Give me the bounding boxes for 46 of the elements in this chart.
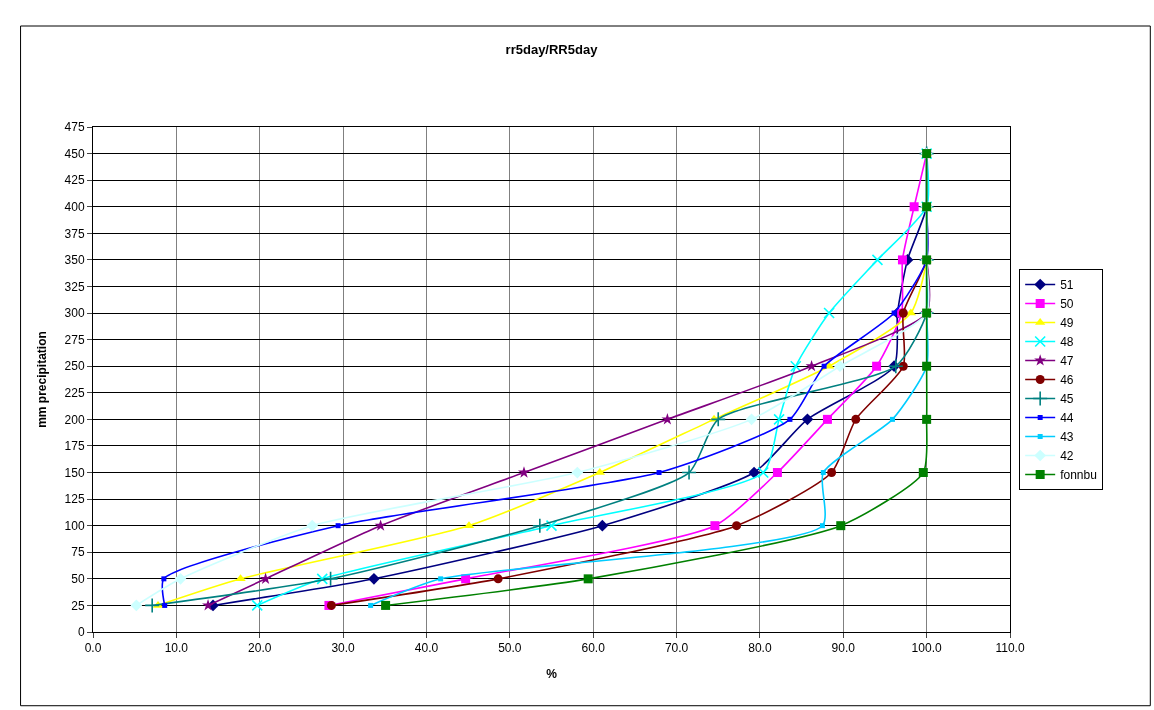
y-tick-label: 400 bbox=[64, 199, 85, 214]
legend-label: fonnbu bbox=[1060, 468, 1097, 483]
legend-label: 45 bbox=[1060, 392, 1074, 407]
chart-title: rr5day/RR5day bbox=[505, 42, 599, 58]
y-tick-label: 425 bbox=[64, 173, 85, 188]
x-tick-label: 40.0 bbox=[414, 641, 439, 656]
y-tick-label: 125 bbox=[64, 492, 85, 507]
y-tick-label: 225 bbox=[64, 385, 85, 400]
y-tick-label: 275 bbox=[64, 332, 85, 347]
y-tick-label: 325 bbox=[64, 279, 85, 294]
x-tick-label: 70.0 bbox=[664, 641, 689, 656]
y-tick-label: 250 bbox=[64, 359, 85, 374]
x-tick-label: 10.0 bbox=[164, 641, 189, 656]
y-tick-label: 300 bbox=[64, 306, 85, 321]
y-tick-label: 175 bbox=[64, 439, 85, 454]
y-tick-label: 150 bbox=[64, 465, 85, 480]
legend-label: 48 bbox=[1060, 335, 1074, 350]
legend-label: 49 bbox=[1060, 316, 1074, 331]
legend-label: 51 bbox=[1060, 278, 1074, 293]
x-tick-label: 50.0 bbox=[498, 641, 522, 656]
y-tick-label: 50 bbox=[71, 572, 85, 587]
x-axis-title: % bbox=[546, 667, 558, 682]
x-tick-label: 60.0 bbox=[581, 641, 606, 656]
y-tick-label: 75 bbox=[71, 545, 85, 560]
y-tick-label: 350 bbox=[64, 253, 85, 268]
x-tick-label: 0.0 bbox=[84, 641, 102, 656]
y-tick-label: 450 bbox=[64, 146, 85, 161]
x-tick-label: 100.0 bbox=[911, 641, 942, 656]
y-tick-label: 0 bbox=[77, 625, 85, 640]
legend-label: 42 bbox=[1060, 449, 1074, 464]
y-tick-label: 375 bbox=[64, 226, 85, 241]
x-tick-label: 30.0 bbox=[331, 641, 356, 656]
legend-label: 46 bbox=[1060, 373, 1074, 388]
legend-label: 47 bbox=[1060, 354, 1074, 369]
x-tick-label: 90.0 bbox=[831, 641, 856, 656]
y-tick-label: 475 bbox=[64, 120, 85, 135]
y-axis-title: mm precipitation bbox=[34, 331, 49, 428]
y-tick-label: 25 bbox=[71, 598, 85, 613]
x-tick-label: 110.0 bbox=[995, 641, 1025, 656]
legend-label: 44 bbox=[1060, 411, 1074, 426]
x-tick-label: 20.0 bbox=[248, 641, 272, 656]
y-tick-label: 100 bbox=[64, 518, 85, 533]
legend-label: 50 bbox=[1060, 297, 1074, 312]
y-tick-label: 200 bbox=[64, 412, 85, 427]
x-tick-label: 80.0 bbox=[748, 641, 772, 656]
legend-label: 43 bbox=[1060, 430, 1074, 445]
